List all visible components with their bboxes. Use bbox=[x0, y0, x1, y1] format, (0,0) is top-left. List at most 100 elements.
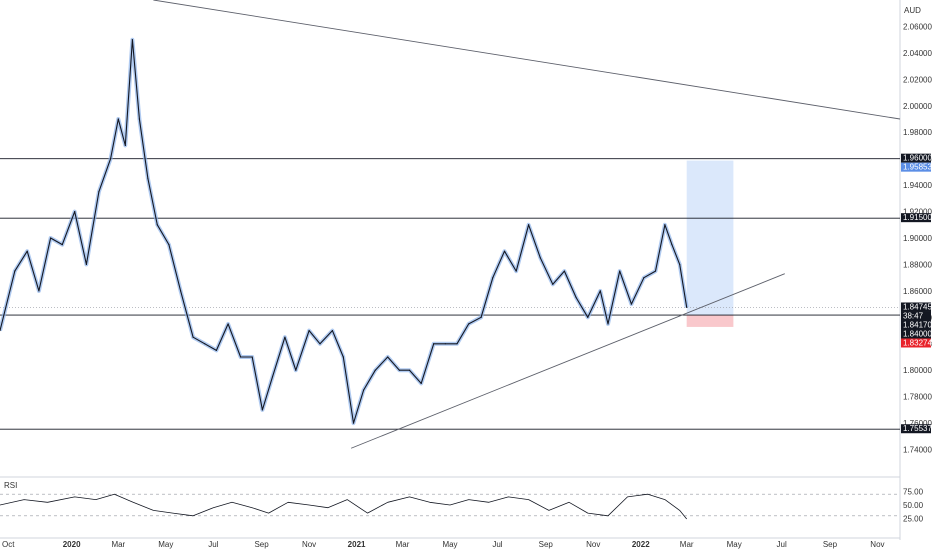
currency-label: AUD bbox=[904, 6, 921, 15]
price-point bbox=[156, 224, 158, 226]
price-tag-label: 1.75537 bbox=[903, 424, 932, 433]
price-point bbox=[61, 244, 63, 246]
price-tag-label: 1.84000 bbox=[903, 329, 932, 338]
price-plot-area[interactable] bbox=[0, 0, 901, 540]
price-tag-5[interactable] bbox=[901, 320, 931, 330]
price-point bbox=[408, 369, 411, 371]
price-point bbox=[398, 369, 400, 371]
price-tick-label: 1.98000 bbox=[903, 128, 932, 137]
price-point bbox=[444, 343, 446, 345]
rsi-line[interactable] bbox=[0, 493, 688, 520]
price-point bbox=[515, 270, 517, 272]
time-tick-label: Jul bbox=[208, 540, 218, 549]
price-point bbox=[180, 290, 182, 292]
price-point bbox=[480, 316, 482, 318]
price-point bbox=[261, 409, 263, 411]
price-point bbox=[14, 270, 16, 272]
trendline-1[interactable] bbox=[350, 273, 785, 449]
price-tag-label: 1.84745 bbox=[903, 302, 932, 311]
time-tick-label: 2021 bbox=[348, 540, 366, 549]
price-point bbox=[420, 382, 422, 385]
price-point bbox=[575, 296, 577, 299]
price-tag-label: 1.91500 bbox=[903, 213, 932, 222]
price-tag-label: 1.96000 bbox=[903, 154, 932, 163]
price-point bbox=[619, 270, 621, 272]
time-tick-label: Mar bbox=[680, 540, 694, 549]
time-tick-label: Mar bbox=[111, 540, 125, 549]
price-point bbox=[362, 389, 365, 391]
price-tag-1[interactable] bbox=[901, 162, 931, 172]
price-tick-label: 2.04000 bbox=[903, 49, 932, 58]
time-tick-label: 2020 bbox=[63, 540, 81, 549]
price-point bbox=[599, 290, 601, 292]
price-tag-3[interactable] bbox=[901, 302, 931, 312]
time-axis[interactable]: Oct 2020 Mar May Jul Sep Nov 2021 Mar May Jul Sep No… bbox=[2, 540, 885, 549]
price-tag-2[interactable] bbox=[901, 213, 931, 223]
price-tag-8[interactable] bbox=[901, 424, 931, 434]
time-tick-label: Mar bbox=[396, 540, 410, 549]
price-axis[interactable]: AUD 1.740001.760001.780001.800001.820001… bbox=[901, 6, 932, 455]
price-point bbox=[26, 250, 28, 252]
price-point bbox=[131, 39, 133, 41]
rsi-tick-label: 75.00 bbox=[903, 488, 924, 497]
time-tick-label: Oct bbox=[2, 540, 15, 549]
price-point bbox=[0, 329, 1, 332]
price-point bbox=[251, 356, 253, 358]
price-tick-label: 1.80000 bbox=[903, 366, 932, 375]
price-point bbox=[587, 316, 589, 318]
price-point bbox=[215, 349, 218, 351]
price-tick-label: 1.90000 bbox=[903, 234, 932, 243]
rsi-tick-label: 50.00 bbox=[903, 501, 924, 510]
rsi-pane[interactable] bbox=[0, 493, 900, 520]
price-tick-label: 1.94000 bbox=[903, 181, 932, 190]
price-range-shadow bbox=[0, 37, 689, 426]
price-tag-6[interactable] bbox=[901, 329, 931, 339]
price-tick-label: 1.78000 bbox=[903, 393, 932, 402]
price-tag-7[interactable] bbox=[901, 338, 931, 348]
price-tick-label: 2.02000 bbox=[903, 75, 932, 84]
price-point bbox=[468, 323, 470, 325]
price-point bbox=[342, 356, 344, 358]
price-point bbox=[98, 191, 100, 193]
price-point bbox=[319, 343, 321, 345]
price-point bbox=[671, 244, 673, 246]
rsi-tick-label: 25.00 bbox=[903, 515, 924, 524]
time-tick-label: Nov bbox=[302, 540, 316, 549]
price-point bbox=[74, 210, 76, 213]
price-point bbox=[295, 369, 297, 371]
time-tick-label: May bbox=[158, 540, 173, 549]
position-target-zone[interactable] bbox=[686, 160, 734, 316]
price-point bbox=[679, 263, 681, 266]
price-point bbox=[168, 244, 170, 246]
price-point bbox=[528, 224, 530, 226]
price-point bbox=[503, 250, 506, 252]
price-tag-0[interactable] bbox=[901, 153, 931, 163]
time-tick-label: Sep bbox=[539, 540, 554, 549]
position-stop-zone[interactable] bbox=[686, 315, 734, 327]
price-point bbox=[109, 158, 112, 160]
price-tag-label: 1.95853 bbox=[903, 163, 932, 172]
price-tag-4[interactable] bbox=[901, 311, 931, 321]
price-point bbox=[607, 323, 609, 325]
price-point bbox=[124, 144, 126, 147]
time-tick-label: Jul bbox=[492, 540, 502, 549]
price-tick-label: 1.76000 bbox=[903, 419, 932, 428]
time-tick-label: May bbox=[442, 540, 457, 549]
price-point bbox=[50, 237, 52, 239]
price-tick-label: 1.74000 bbox=[903, 446, 932, 455]
time-tick-label: Nov bbox=[586, 540, 600, 549]
price-point bbox=[85, 263, 88, 266]
time-tick-label: May bbox=[727, 540, 742, 549]
price-point bbox=[433, 343, 435, 345]
price-tag-label: 1.83274 bbox=[903, 338, 932, 347]
price-point bbox=[654, 270, 657, 272]
price-tag-label: 1.84170 bbox=[903, 320, 932, 329]
price-point bbox=[117, 118, 119, 120]
price-point bbox=[686, 306, 688, 309]
trendline-0[interactable] bbox=[153, 0, 901, 120]
price-tick-label: 2.06000 bbox=[903, 22, 932, 31]
price-point bbox=[204, 343, 206, 345]
price-point bbox=[331, 329, 334, 332]
time-tick-label: Sep bbox=[823, 540, 838, 549]
